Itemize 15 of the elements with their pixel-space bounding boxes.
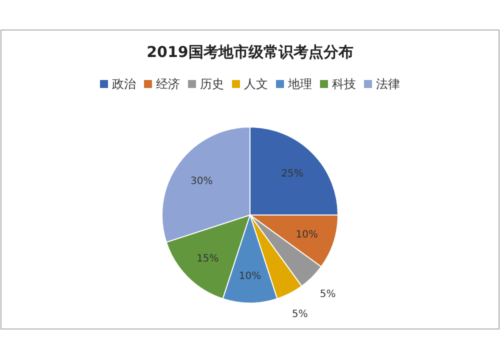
legend-label: 法律 <box>376 77 400 91</box>
legend-label: 人文 <box>244 77 268 91</box>
data-label: 10% <box>238 270 262 282</box>
legend-label: 历史 <box>200 77 224 91</box>
data-label: 10% <box>296 229 318 240</box>
data-label: 30% <box>190 176 213 187</box>
legend-label: 政治 <box>112 77 136 91</box>
legend-label: 经济 <box>156 77 180 91</box>
data-label: 5% <box>320 288 336 300</box>
legend-label: 地理 <box>287 77 312 91</box>
data-label: 15% <box>196 253 219 264</box>
chart-title: 2019国考地市级常识考点分布 <box>146 43 354 61</box>
legend-label: 科技 <box>332 77 356 91</box>
data-label: 5% <box>292 309 308 320</box>
data-label: 25% <box>281 168 304 180</box>
